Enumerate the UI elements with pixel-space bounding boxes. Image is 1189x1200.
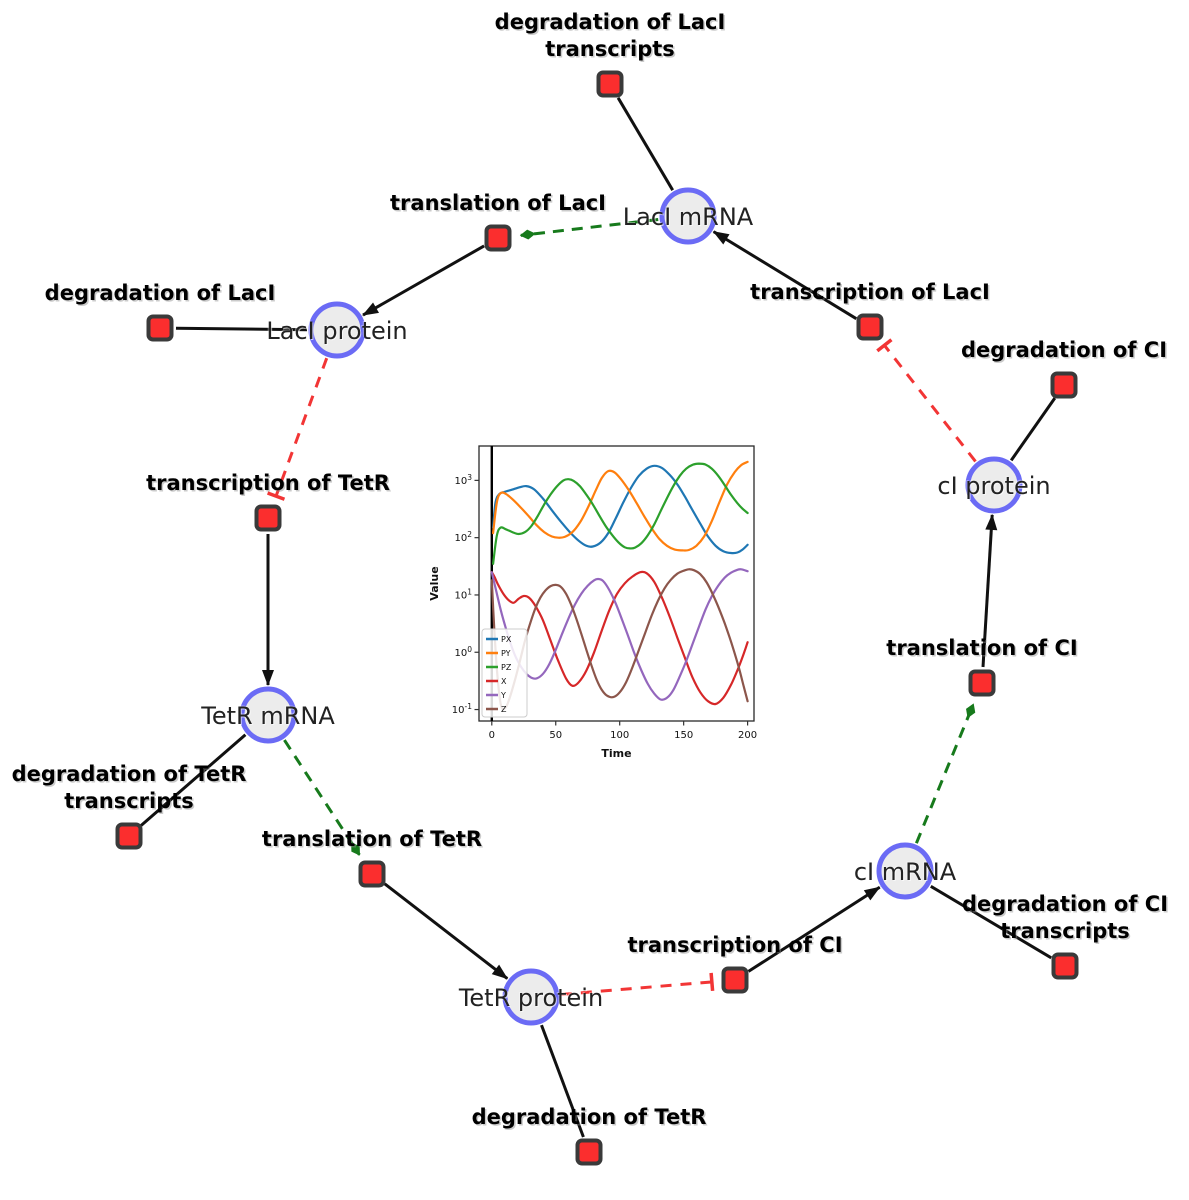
legend: PX PY PZ XYZ <box>481 628 528 718</box>
edge-tetr-protein-transc-ci <box>560 972 715 996</box>
series-PX-line <box>492 464 749 555</box>
edge-tetr-mrna-deg-tetr-transcripts <box>140 733 247 827</box>
plot-frame <box>478 445 755 722</box>
y-tick-label: 102 <box>454 530 472 544</box>
reaction-node-transl-ci[interactable] <box>968 669 996 697</box>
legend-label-PZ: PZ <box>501 663 512 672</box>
reaction-node-transl-tetr[interactable] <box>358 860 386 888</box>
series-PZ-line <box>492 462 749 565</box>
species-node-laci-protein[interactable] <box>308 301 366 359</box>
reaction-node-transc-tetr[interactable] <box>254 504 282 532</box>
reaction-node-deg-ci-transcripts[interactable] <box>1051 952 1079 980</box>
edge-laci-mrna-transl-laci <box>519 218 659 240</box>
edge-ci-protein-deg-ci <box>1009 397 1057 462</box>
species-node-ci-mrna[interactable] <box>876 842 934 900</box>
y-tick-label: 101 <box>454 587 472 601</box>
series-PY-line <box>492 460 749 552</box>
legend-label-X: X <box>501 677 507 686</box>
y-tick-label: 100 <box>454 645 472 659</box>
edges-group <box>140 97 1057 1138</box>
species-node-ci-protein[interactable] <box>965 456 1023 514</box>
species-node-laci-mrna[interactable] <box>659 187 717 245</box>
x-tick-label: 150 <box>674 730 693 741</box>
y-tick-label: 103 <box>454 473 472 487</box>
x-tick-label: 100 <box>610 730 629 741</box>
legend-label-Y: Y <box>500 691 506 700</box>
y-axis-label: Value <box>428 566 441 600</box>
x-tick-label: 50 <box>549 730 562 741</box>
legend-label-PY: PY <box>501 649 511 658</box>
edge-tetr-protein-deg-tetr <box>540 1024 585 1138</box>
x-tick-label: 200 <box>738 730 757 741</box>
x-axis-label: Time <box>601 747 631 760</box>
edge-transl-ci-ci-protein <box>981 513 998 668</box>
reaction-node-deg-laci-transcripts[interactable] <box>596 70 624 98</box>
edge-transc-laci-laci-mrna <box>712 230 858 320</box>
reaction-node-transl-laci[interactable] <box>484 224 512 252</box>
edge-transl-laci-laci-protein <box>362 244 485 317</box>
reaction-node-deg-tetr-transcripts[interactable] <box>115 822 143 850</box>
edge-transc-ci-ci-mrna <box>747 885 881 973</box>
edge-ci-mrna-deg-ci-transcripts <box>930 885 1052 960</box>
series-X-line <box>490 570 749 706</box>
reaction-node-transc-laci[interactable] <box>856 313 884 341</box>
edge-ci-mrna-transl-ci <box>915 703 976 844</box>
edge-tetr-mrna-transl-tetr <box>283 739 361 856</box>
reaction-node-deg-tetr[interactable] <box>575 1138 603 1166</box>
species-node-tetr-protein[interactable] <box>502 968 560 1026</box>
inset-plot: 0 50 100 150 200 10-1 100 101 102 103 Time Value PX P… <box>427 432 772 762</box>
y-tick-label: 10-1 <box>452 702 472 716</box>
reaction-node-transc-ci[interactable] <box>721 966 749 994</box>
x-tick-label: 0 <box>489 730 495 741</box>
reaction-node-deg-laci[interactable] <box>146 314 174 342</box>
nodes-group <box>115 70 1079 1166</box>
legend-label-PX: PX <box>501 635 512 644</box>
edge-laci-mrna-deg-laci-transcripts <box>616 97 674 191</box>
reaction-node-deg-ci[interactable] <box>1050 371 1078 399</box>
species-node-tetr-mrna[interactable] <box>239 686 297 744</box>
edge-laci-protein-transc-tetr <box>266 357 329 501</box>
edge-laci-protein-deg-laci <box>175 326 308 332</box>
legend-label-Z: Z <box>501 705 507 714</box>
edge-ci-protein-transc-laci <box>876 338 977 463</box>
inset-plot-svg: 0 50 100 150 20010-1100101102103TimeValuePXP… <box>428 445 757 760</box>
edge-transl-tetr-tetr-protein <box>383 882 509 980</box>
